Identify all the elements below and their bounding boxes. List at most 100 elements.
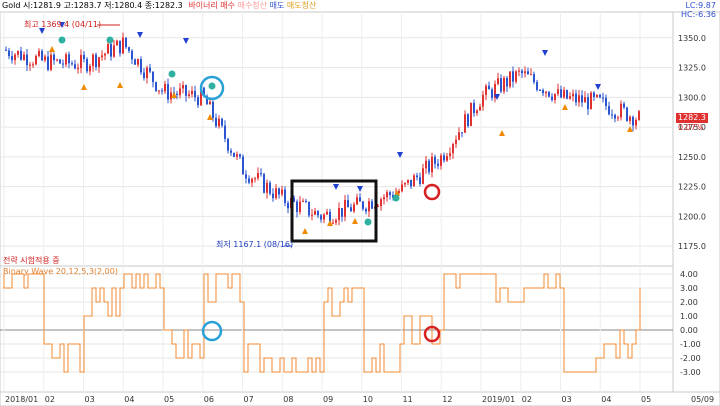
candle-body bbox=[62, 63, 64, 65]
candle-body bbox=[593, 92, 595, 97]
candle-body bbox=[266, 182, 268, 193]
candle-body bbox=[119, 40, 121, 54]
candle-body bbox=[569, 96, 571, 99]
candle-body bbox=[368, 201, 370, 212]
candle-body bbox=[233, 152, 235, 157]
candle-body bbox=[323, 214, 325, 220]
candle-body bbox=[545, 91, 547, 94]
candle-body bbox=[344, 200, 346, 217]
x-tick-label: 05/09 bbox=[691, 395, 714, 404]
candle-body bbox=[491, 89, 493, 98]
candle-body bbox=[563, 90, 565, 98]
candle-body bbox=[113, 45, 115, 57]
candle-body bbox=[422, 168, 424, 184]
candle-body bbox=[458, 132, 460, 140]
buy-arrow-icon bbox=[394, 190, 400, 196]
x-axis-strip bbox=[0, 391, 720, 406]
candle-body bbox=[161, 90, 163, 92]
candle-body bbox=[416, 175, 418, 178]
exit-marker-icon bbox=[106, 36, 114, 44]
candle-body bbox=[170, 92, 172, 100]
candle-body bbox=[296, 201, 298, 212]
candle-body bbox=[203, 87, 205, 97]
candle-body bbox=[125, 37, 127, 48]
buy-arrow-icon bbox=[207, 114, 213, 120]
candle-body bbox=[332, 222, 334, 224]
candle-body bbox=[317, 211, 319, 216]
buy-arrow-icon bbox=[327, 220, 333, 226]
price-tick-label: 1225.0 bbox=[678, 183, 706, 192]
candle-body bbox=[551, 96, 553, 100]
candle-body bbox=[17, 50, 19, 55]
candle-body bbox=[41, 50, 43, 61]
buy-arrow-icon bbox=[171, 92, 177, 98]
candle-body bbox=[500, 78, 502, 92]
candle-body bbox=[215, 117, 217, 127]
candle-body bbox=[353, 204, 355, 212]
osc-highlight-circle-blue bbox=[201, 320, 223, 342]
candle-body bbox=[299, 201, 301, 212]
osc-tick-label: -3.00 bbox=[680, 368, 701, 377]
candle-body bbox=[608, 106, 610, 115]
candle-body bbox=[638, 111, 640, 120]
candle-body bbox=[32, 64, 34, 66]
candle-body bbox=[449, 153, 451, 157]
candle-body bbox=[614, 114, 616, 119]
candle-body bbox=[329, 211, 331, 224]
candle-body bbox=[212, 101, 214, 118]
candle-body bbox=[476, 110, 478, 114]
price-panel[interactable] bbox=[0, 11, 674, 267]
candle-body bbox=[548, 91, 550, 97]
lc-value: LC:9.87 bbox=[685, 1, 716, 10]
candle-body bbox=[77, 68, 79, 70]
candle-body bbox=[398, 191, 400, 193]
x-tick-label: 04 bbox=[124, 395, 134, 404]
candle-body bbox=[110, 43, 112, 57]
candle-body bbox=[584, 97, 586, 103]
sell-arrow-icon bbox=[397, 152, 403, 158]
price-tick-label: 1275.0 bbox=[678, 123, 706, 132]
strategy-status: 전략 시험적용 중 bbox=[3, 256, 60, 265]
candle-body bbox=[188, 94, 190, 96]
candle-body bbox=[566, 90, 568, 99]
candle-body bbox=[239, 154, 241, 157]
candle-body bbox=[623, 103, 625, 108]
price-tick-label: 1175.0 bbox=[678, 242, 706, 251]
candle-body bbox=[11, 56, 13, 61]
candle-body bbox=[431, 156, 433, 173]
candle-body bbox=[83, 54, 85, 60]
candle-body bbox=[611, 114, 613, 116]
legend-sell: 매도 bbox=[269, 1, 285, 10]
candle-body bbox=[530, 74, 532, 76]
candle-body bbox=[248, 178, 250, 183]
x-tick-label: 04 bbox=[601, 395, 611, 404]
osc-tick-label: 0.00 bbox=[680, 326, 698, 335]
candle-body bbox=[407, 179, 409, 183]
candle-body bbox=[473, 102, 475, 114]
legend-sell-exit: 매도청산 bbox=[286, 1, 317, 10]
candle-body bbox=[455, 139, 457, 145]
binary-wave-line bbox=[3, 273, 641, 373]
x-tick-label: 2019/01 bbox=[482, 395, 515, 404]
candle-body bbox=[470, 102, 472, 126]
candle-body bbox=[65, 54, 67, 65]
candle-body bbox=[401, 184, 403, 192]
indicator-panel[interactable] bbox=[0, 265, 674, 393]
header-bar: Gold 시:1281.9 고:1283.7 저:1280.4 종:1282.3… bbox=[2, 1, 316, 11]
candle-body bbox=[497, 78, 499, 85]
candle-body bbox=[485, 85, 487, 95]
candle-body bbox=[311, 214, 313, 216]
candle-body bbox=[464, 114, 466, 133]
price-tick-label: 1200.0 bbox=[678, 212, 706, 221]
candle-body bbox=[335, 220, 337, 223]
candle-body bbox=[122, 37, 124, 54]
candle-body bbox=[527, 71, 529, 75]
low-annotation: 최저 1167.1 (08/16) bbox=[216, 240, 294, 249]
candle-body bbox=[182, 85, 184, 89]
osc-tick-label: 3.00 bbox=[680, 284, 698, 293]
candle-body bbox=[521, 70, 523, 74]
x-tick-label: 02 bbox=[522, 395, 532, 404]
candle-body bbox=[218, 118, 220, 127]
candle-body bbox=[284, 189, 286, 203]
